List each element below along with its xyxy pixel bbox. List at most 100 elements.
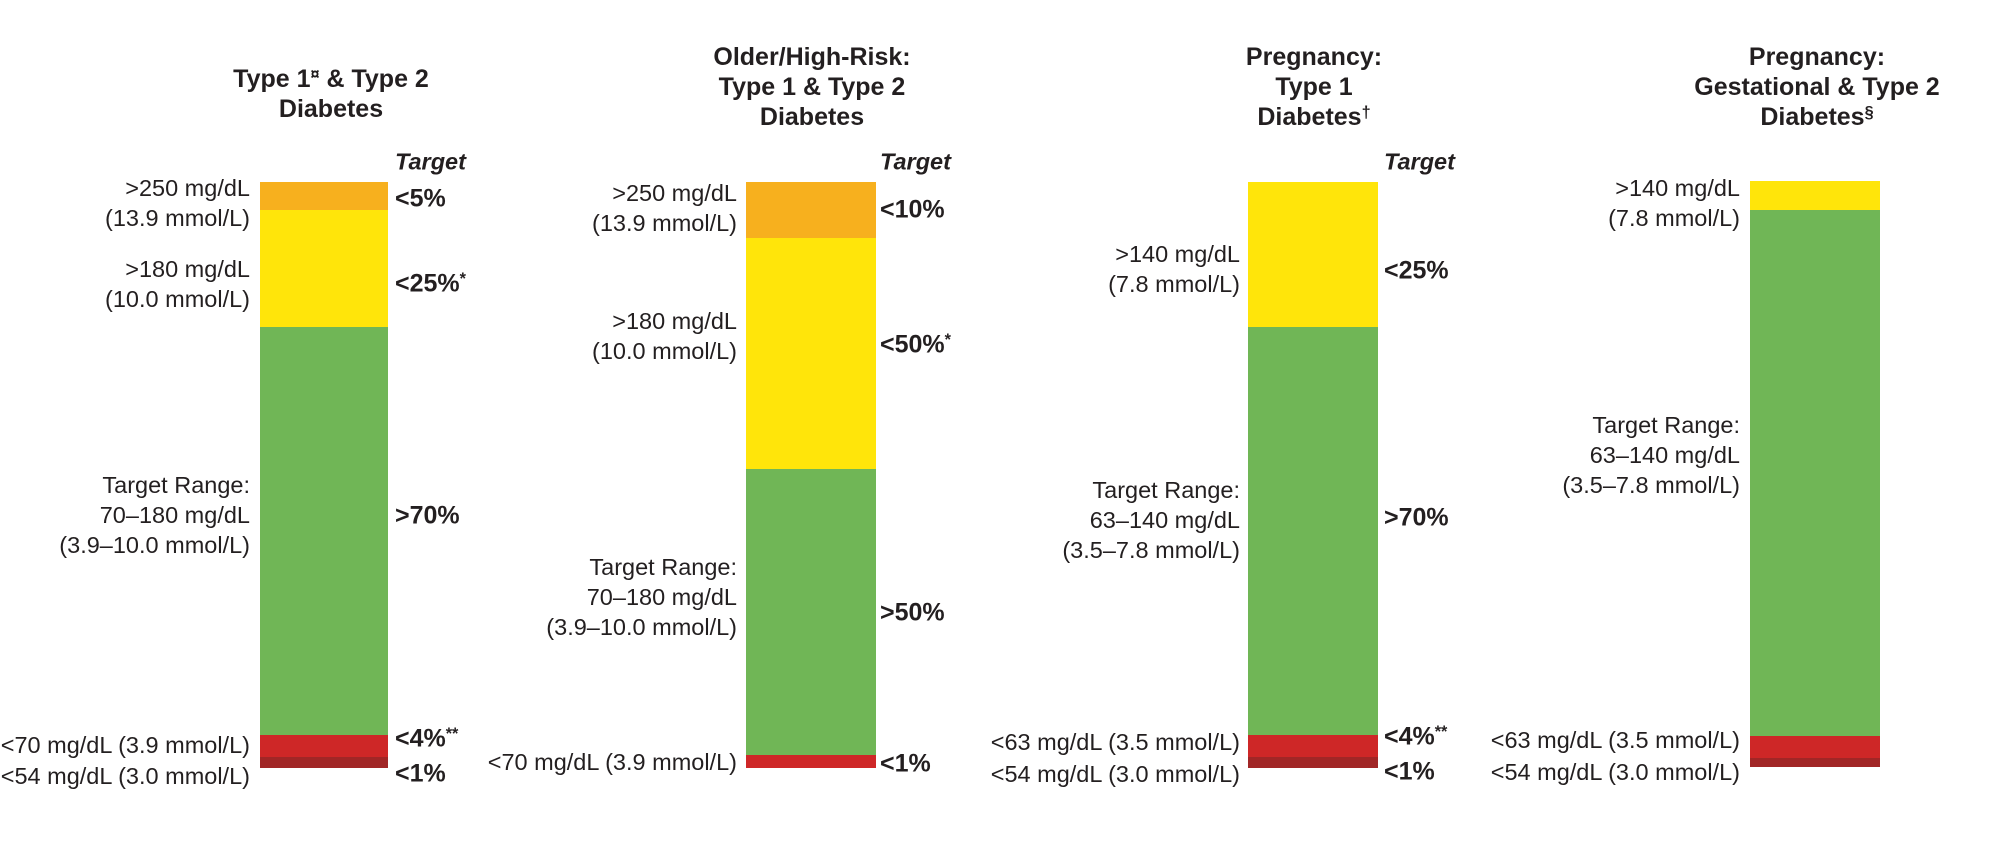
range-label: <54 mg/dL (3.0 mmol/L) (1491, 757, 1740, 787)
target-value: <1% (880, 750, 931, 779)
stacked-bar (1750, 181, 1880, 767)
range-label: >180 mg/dL (10.0 mmol/L) (105, 254, 250, 314)
target-value-superscript: ** (1434, 723, 1448, 742)
range-label-line: Target Range: (102, 472, 250, 498)
target-header: Target (1384, 148, 1455, 175)
range-label-line: <54 mg/dL (3.0 mmol/L) (0, 763, 250, 789)
target-value-text: <1% (880, 749, 931, 778)
range-label-line: (10.0 mmol/L) (592, 338, 737, 364)
target-value: <4%** (395, 725, 458, 754)
range-label-line: >250 mg/dL (612, 180, 737, 206)
column-title-line: Diabetes§ (1694, 102, 1939, 132)
target-value-text: <50% (880, 330, 945, 359)
bar-segment-in-range (1248, 327, 1378, 735)
target-value-superscript: * (944, 331, 951, 350)
title-text: Diabetes (1760, 103, 1865, 131)
range-label: <70 mg/dL (3.9 mmol/L) (488, 747, 737, 777)
title-superscript: ¤ (310, 65, 320, 84)
bar-segment-in-range (260, 327, 388, 735)
column-title-line: Type 1 & Type 2 (713, 72, 910, 102)
column-title: Type 1¤ & Type 2 Diabetes (233, 64, 429, 124)
target-value: >70% (395, 502, 460, 531)
stacked-bar (746, 182, 876, 768)
range-label-line: >250 mg/dL (125, 175, 250, 201)
column-title-line: Older/High-Risk: (713, 42, 910, 72)
range-label-line: Target Range: (589, 554, 737, 580)
bar-segment-low (1750, 736, 1880, 758)
range-label-line: <63 mg/dL (3.5 mmol/L) (1490, 727, 1740, 753)
title-text: Pregnancy: (1748, 43, 1886, 71)
range-label-line: >180 mg/dL (125, 256, 250, 282)
column-title: Older/High-Risk: Type 1 & Type 2 Diabetes (713, 42, 910, 132)
title-text: Gestational & Type 2 (1694, 73, 1940, 101)
range-label-line: (3.5–7.8 mmol/L) (1062, 537, 1240, 563)
title-text: Diabetes (278, 95, 384, 123)
range-label-line: <54 mg/dL (3.0 mmol/L) (990, 761, 1240, 787)
column-title: Pregnancy: Gestational & Type 2 Diabetes§ (1694, 42, 1939, 132)
title-text: Type 1 (1275, 73, 1353, 101)
range-label: <63 mg/dL (3.5 mmol/L) (991, 727, 1240, 757)
target-value-text: <25% (1384, 256, 1449, 285)
title-superscript: § (1864, 103, 1874, 122)
bar-segment-very-low (1248, 757, 1378, 768)
column-title-line: Pregnancy: (1246, 42, 1382, 72)
bar-segment-in-range (746, 469, 876, 755)
target-value: <10% (880, 196, 945, 225)
target-value-text: <10% (880, 195, 945, 224)
range-label-line: (3.9–10.0 mmol/L) (59, 532, 250, 558)
range-label-line: 63–140 mg/dL (1089, 507, 1240, 533)
target-value: <25%* (395, 270, 466, 299)
target-value-superscript: * (459, 270, 466, 289)
title-text: Type 1 & Type 2 (718, 73, 906, 101)
bar-segment-high (746, 238, 876, 469)
range-label: <63 mg/dL (3.5 mmol/L) (1491, 725, 1740, 755)
column-title-line: Diabetes (233, 94, 429, 124)
target-value: <1% (1384, 758, 1435, 787)
title-text: Diabetes (759, 103, 865, 131)
range-label: >250 mg/dL (13.9 mmol/L) (105, 173, 250, 233)
title-text: & Type 2 (319, 65, 429, 93)
range-label-line: 63–140 mg/dL (1589, 442, 1740, 468)
range-label: >250 mg/dL (13.9 mmol/L) (592, 178, 737, 238)
target-header: Target (880, 148, 951, 175)
bar-segment-low (1248, 735, 1378, 757)
range-label: >140 mg/dL (7.8 mmol/L) (1608, 173, 1740, 233)
target-value: <5% (395, 185, 446, 214)
range-label-line: (13.9 mmol/L) (592, 210, 737, 236)
range-label-line: (3.9–10.0 mmol/L) (546, 614, 737, 640)
target-value: >50% (880, 599, 945, 628)
target-value: <1% (395, 760, 446, 789)
range-label-line: (10.0 mmol/L) (105, 286, 250, 312)
target-value-superscript: ** (445, 725, 459, 744)
target-value-text: <1% (395, 759, 446, 788)
range-label-line: <63 mg/dL (3.5 mmol/L) (990, 729, 1240, 755)
range-label: <70 mg/dL (3.9 mmol/L) (1, 730, 250, 760)
column-title-line: Pregnancy: (1694, 42, 1939, 72)
range-label-line: <70 mg/dL (3.9 mmol/L) (0, 732, 250, 758)
range-label-line: (3.5–7.8 mmol/L) (1562, 472, 1740, 498)
title-text: Diabetes (1257, 103, 1362, 131)
column-title-line: Type 1 (1246, 72, 1382, 102)
bar-segment-very-high (260, 182, 388, 210)
target-value: <4%** (1384, 723, 1447, 752)
range-label-line: >180 mg/dL (612, 308, 737, 334)
bar-segment-low (260, 735, 388, 757)
target-value-text: <4% (395, 724, 446, 753)
title-text: Type 1 (233, 65, 311, 93)
bar-segment-high (1248, 182, 1378, 327)
target-value: <50%* (880, 331, 951, 360)
bar-segment-low (746, 755, 876, 768)
range-label: Target Range: 63–140 mg/dL (3.5–7.8 mmol/L… (1062, 475, 1240, 565)
title-superscript: † (1361, 103, 1371, 122)
title-text: Pregnancy: (1245, 43, 1383, 71)
bar-segment-very-high (746, 182, 876, 238)
target-value-text: <5% (395, 184, 446, 213)
column-title-line: Diabetes† (1246, 102, 1382, 132)
range-label-line: Target Range: (1592, 412, 1740, 438)
target-value-text: <4% (1384, 722, 1435, 751)
range-label: Target Range: 70–180 mg/dL (3.9–10.0 mmol/… (59, 470, 250, 560)
range-label-line: >140 mg/dL (1115, 241, 1240, 267)
range-label-line: (13.9 mmol/L) (105, 205, 250, 231)
range-label-line: (7.8 mmol/L) (1608, 205, 1740, 231)
